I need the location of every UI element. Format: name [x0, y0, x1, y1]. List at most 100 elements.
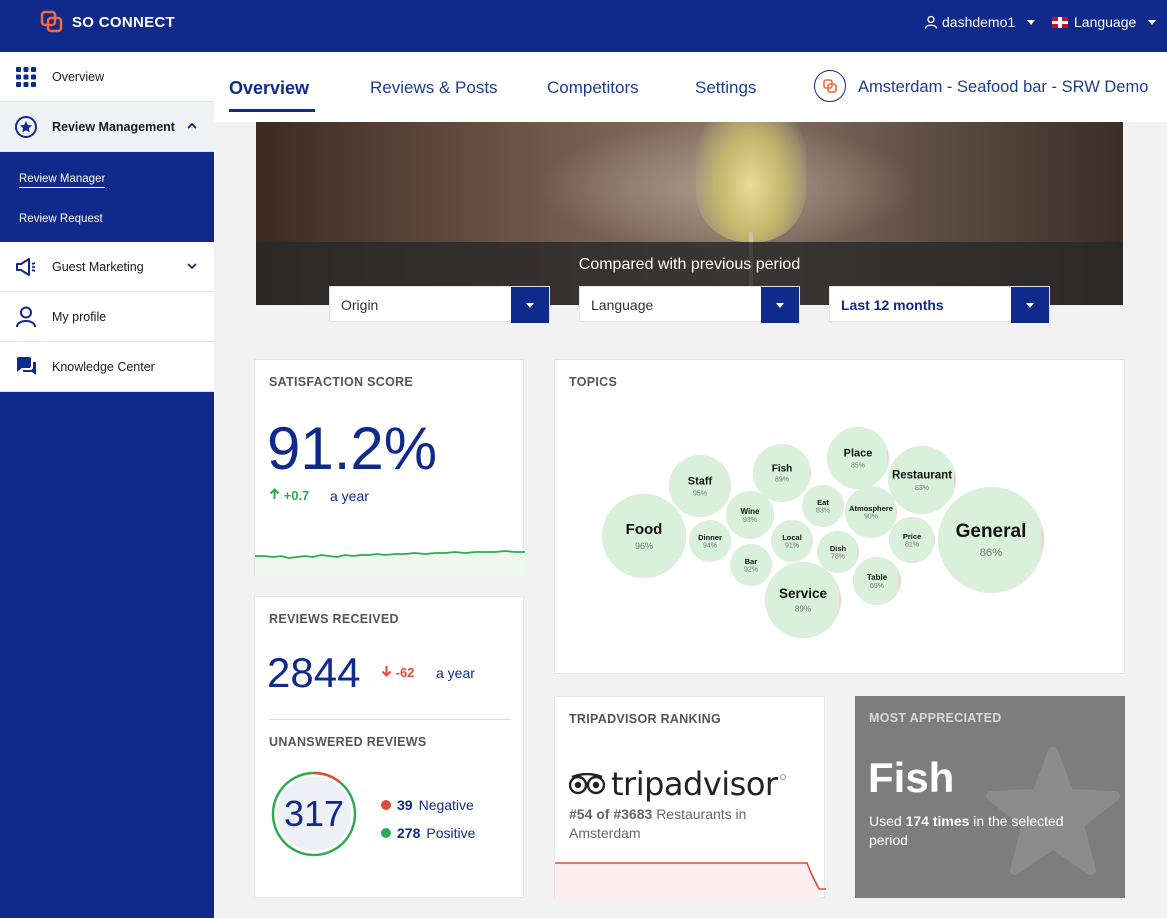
chat-bubbles-icon [17, 357, 36, 375]
sidebar-subitem-review-request[interactable]: Review Request [0, 200, 214, 240]
logo[interactable]: SO CONNECT [40, 9, 175, 35]
most-appreciated-description: Used 174 times in the selected period [869, 812, 1089, 850]
topic-name: Service [779, 586, 828, 601]
sidebar-item-label: My profile [52, 309, 107, 324]
user-menu[interactable]: dashdemo1 [924, 14, 1036, 30]
topic-percentage: 92% [744, 566, 758, 573]
topic-percentage: 86% [980, 547, 1003, 559]
sidebar-item-label: Overview [52, 69, 105, 84]
bubble-positive-part [938, 487, 1042, 593]
topic-bubble-general[interactable]: General 86% [938, 487, 1044, 593]
uk-flag-icon [1052, 16, 1068, 28]
bubble-positive-part [669, 455, 731, 517]
card-title: MOST APPRECIATED [869, 711, 1002, 725]
active-tab-underline [229, 109, 315, 112]
topic-name: Staff [688, 475, 713, 487]
megaphone-icon [16, 258, 36, 276]
bubble-positive-part [888, 446, 954, 514]
language-menu[interactable]: Language [1052, 14, 1157, 30]
caret-down-icon [776, 302, 784, 308]
chevron-up-icon [187, 122, 197, 129]
topic-percentage: 95% [693, 490, 707, 497]
negative-legend: 39 Negative [381, 797, 474, 813]
topic-bubble-service[interactable]: Service 89% [765, 562, 841, 638]
positive-count: 278 [397, 825, 421, 841]
delta-value: +0.7 [283, 488, 310, 503]
dropdown-button[interactable] [511, 287, 549, 323]
tripadvisor-card: TRIPADVISOR RANKING tripadvisor #54 of #… [554, 696, 826, 899]
topic-bubble-fish[interactable]: Fish 89% [753, 444, 811, 502]
caret-down-icon [1027, 19, 1036, 25]
tab-competitors[interactable]: Competitors [547, 78, 639, 97]
topic-percentage: 91% [785, 542, 799, 549]
tab-settings[interactable]: Settings [695, 78, 757, 97]
sidebar-item-label: Knowledge Center [52, 359, 155, 374]
topic-percentage: 85% [851, 462, 865, 469]
sidebar-item-knowledge-center[interactable]: Knowledge Center [0, 342, 214, 392]
hero-title: Compared with previous period [578, 256, 801, 273]
topic-percentage: 96% [635, 541, 653, 551]
sidebar-item-overview[interactable]: Overview [0, 52, 214, 102]
negative-count: 39 [397, 797, 413, 813]
select-value: Language [591, 297, 654, 313]
tab-overview[interactable]: Overview [229, 78, 310, 98]
sidebar-item-guest-marketing[interactable]: Guest Marketing [0, 242, 214, 292]
language-select[interactable]: Language [579, 286, 800, 323]
card-title: TOPICS [569, 375, 618, 389]
tab-reviews-posts[interactable]: Reviews & Posts [370, 78, 498, 97]
caret-down-icon [1148, 19, 1157, 25]
card-title: UNANSWERED REVIEWS [269, 735, 427, 749]
location-icon[interactable] [814, 70, 846, 102]
bubble-positive-part [602, 494, 686, 578]
satisfaction-sparkline [255, 550, 525, 576]
topics-card: TOPICS Food 96% Staff 95% Dinner 94% Wine 93% Ba… [554, 359, 1125, 674]
bubble-positive-part [802, 485, 843, 527]
delta-period: a year [330, 488, 369, 504]
wine-glass-image [696, 122, 806, 242]
dropdown-button[interactable] [1011, 287, 1049, 323]
topic-bubble-food[interactable]: Food 96% [602, 494, 686, 578]
topic-bubble-restaurant[interactable]: Restaurant 83% [888, 446, 956, 514]
topic-name: General [956, 521, 1027, 542]
select-value: Last 12 months [841, 297, 944, 313]
topic-percentage: 83% [915, 485, 929, 492]
satisfaction-card: SATISFACTION SCORE 91.2% +0.7 a year [254, 359, 525, 576]
hero-image: Compared with previous period [256, 122, 1123, 305]
bubble-positive-part [817, 531, 858, 573]
negative-label: Negative [418, 797, 474, 813]
topic-percentage: 83% [816, 507, 830, 514]
topic-percentage: 78% [831, 553, 845, 560]
topic-name: Food [626, 521, 663, 538]
sidebar-item-label: Review Management [52, 119, 175, 134]
bubble-positive-part [889, 517, 934, 563]
usage-suffix: in the selected period [869, 813, 1064, 848]
topic-percentage: 90% [864, 513, 878, 520]
dropdown-button[interactable] [761, 287, 799, 323]
sidebar-item-my-profile[interactable]: My profile [0, 292, 214, 342]
tripadvisor-rank: #54 of #3683 Restaurants in Amsterdam [569, 805, 799, 843]
sidebar-subitem-review-manager[interactable]: Review Manager [0, 160, 214, 200]
bubble-positive-part [845, 486, 897, 538]
topic-bubble-staff[interactable]: Staff 95% [669, 455, 731, 517]
location-name[interactable]: Amsterdam - Seafood bar - SRW Demo [858, 78, 1149, 96]
star-badge-icon [15, 116, 37, 138]
sidebar-subitem-label: Review Request [19, 213, 103, 225]
origin-select[interactable]: Origin [329, 286, 550, 323]
period-select[interactable]: Last 12 months [829, 286, 1050, 323]
rank-description: Restaurants in Amsterdam [569, 806, 747, 841]
sidebar-item-review-management[interactable]: Review Management [0, 102, 214, 152]
sidebar-subitem-label: Review Manager [19, 173, 106, 188]
topic-bubble-place[interactable]: Place 85% [827, 427, 889, 489]
tripadvisor-wordmark: tripadvisor [611, 765, 778, 803]
select-value: Origin [341, 297, 379, 313]
